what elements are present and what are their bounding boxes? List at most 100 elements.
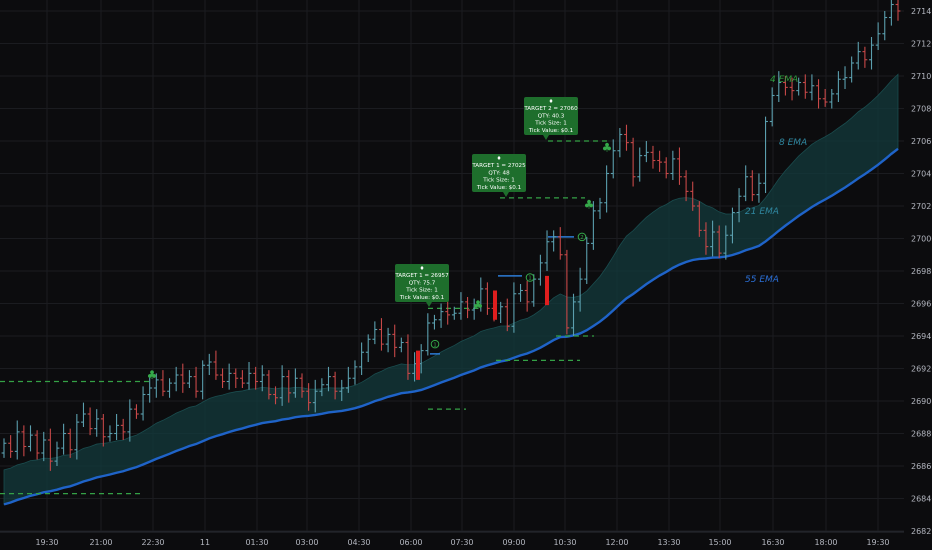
ohlc-bar: [167, 378, 172, 398]
target-box-pointer: [503, 192, 509, 197]
ohlc-bar: [696, 201, 702, 237]
ohlc-bar: [723, 225, 729, 260]
ohlc-bar: [551, 230, 557, 252]
target-box-line: Tick Value: $0.1: [476, 185, 522, 191]
price-tick-label: 26860: [911, 462, 932, 471]
ohlc-bar: [518, 284, 523, 302]
ohlc-bar: [273, 386, 278, 405]
ohlc-bar: [624, 124, 629, 151]
ohlc-bar: [888, 0, 894, 26]
ohlc-bar: [438, 303, 444, 328]
ohlc-bar: [663, 157, 669, 179]
ohlc-bar: [544, 230, 550, 271]
target-dashed-lines: [0, 140, 608, 495]
time-tick-label: 11: [200, 538, 210, 547]
ema55-path: [3, 147, 899, 506]
club-marker: ♣: [602, 141, 613, 155]
time-tick-label: 22:30: [141, 538, 164, 547]
target-number-label: 1: [433, 342, 437, 348]
target-box-pointer: [426, 302, 432, 307]
ohlc-bar: [160, 370, 166, 397]
price-tick-label: 27040: [911, 170, 932, 179]
ohlc-bar: [796, 77, 802, 96]
ohlc-bar: [538, 254, 543, 286]
ohlc-bar: [286, 370, 292, 403]
target-box-line: Tick Size: 1: [534, 121, 567, 127]
ohlc-bar: [8, 435, 14, 458]
price-tick-label: 27020: [911, 202, 932, 211]
ohlc-bar: [882, 11, 888, 41]
target-box-line: TARGET 1 = 27025: [471, 163, 526, 169]
ohlc-bar: [836, 71, 841, 102]
target-box-line: QTY: 75.7: [409, 280, 436, 286]
ohlc-bar: [756, 173, 762, 203]
price-tick-label: 26960: [911, 300, 932, 309]
target-number-marker: 2: [577, 232, 587, 242]
signal-candle: [416, 350, 420, 380]
ohlc-bar: [34, 430, 40, 460]
ohlc-bar: [677, 147, 682, 185]
ohlc-bar: [299, 373, 305, 398]
time-tick-label: 04:30: [347, 538, 370, 547]
ohlc-bar: [379, 318, 384, 351]
ohlc-bar: [345, 366, 351, 393]
ohlc-bar: [670, 150, 676, 180]
time-tick-label: 12:00: [605, 538, 628, 547]
ohlc-bar: [524, 280, 530, 312]
ohlc-bar: [584, 236, 590, 284]
ohlc-bar: [107, 425, 113, 442]
ohlc-bar: [47, 428, 53, 471]
ohlc-bar: [485, 282, 490, 315]
ohlc-bar: [54, 441, 60, 466]
ohlc-bar: [776, 71, 782, 102]
ohlc-bar: [187, 370, 192, 388]
signal-candle: [493, 290, 497, 320]
ohlc-bar: [246, 362, 252, 390]
price-tick-label: 26980: [911, 267, 932, 276]
time-tick-label: 09:00: [502, 538, 525, 547]
ohlc-bar: [690, 181, 696, 211]
ema-labels: 4 EMA 8 EMA 21 EMA 55 EMA: [745, 75, 807, 285]
target-box-line: TARGET 1 = 26957: [394, 273, 449, 279]
ohlc-bar: [127, 399, 133, 442]
ohlc-bar: [87, 407, 93, 436]
ohlc-bar: [617, 128, 623, 158]
ohlc-bar: [749, 170, 755, 202]
ohlc-bar: [279, 365, 285, 406]
time-tick-label: 06:00: [399, 538, 422, 547]
ohlc-bar: [339, 379, 345, 401]
ohlc-bar: [134, 404, 139, 419]
ohlc-bar: [564, 249, 570, 335]
ohlc-bar: [193, 366, 199, 398]
target-box-bg: [472, 154, 526, 192]
time-axis[interactable]: 19:30 21:00 22:30 11 01:30 03:00 04:30 06:00 07:…: [0, 531, 904, 547]
ohlc-bar: [114, 414, 119, 440]
target-number-circle: [577, 232, 587, 242]
ohlc-bar: [816, 79, 821, 109]
ohlc-bar: [869, 37, 874, 70]
ema4-label: 4 EMA: [770, 75, 798, 85]
ohlc-bar: [465, 297, 470, 319]
ohlc-bar: [471, 298, 477, 320]
time-tick-label: 01:30: [245, 538, 268, 547]
time-tick-label: 03:00: [295, 538, 318, 547]
target-box-line: Tick Value: $0.1: [528, 128, 574, 134]
ohlc-bar: [829, 89, 835, 109]
ohlc-bar: [94, 409, 100, 437]
ohlc-bar: [716, 225, 722, 258]
time-tick-label: 16:30: [761, 538, 784, 547]
ohlc-bar: [359, 342, 364, 375]
price-tick-label: 27120: [911, 40, 932, 49]
price-tick-label: 27100: [911, 72, 932, 81]
ema8-label: 8 EMA: [779, 138, 807, 148]
target-box-line: ♦: [496, 155, 501, 162]
ohlc-bar: [206, 353, 212, 375]
ohlc-bar: [643, 141, 649, 163]
ohlc-bar: [849, 56, 855, 83]
time-tick-label: 15:00: [708, 538, 731, 547]
time-tick-label: 19:30: [866, 538, 889, 547]
ohlc-bar: [451, 306, 457, 320]
price-axis[interactable]: 27140 27120 27100 27080 27060 27040 27020 27000…: [911, 7, 932, 536]
